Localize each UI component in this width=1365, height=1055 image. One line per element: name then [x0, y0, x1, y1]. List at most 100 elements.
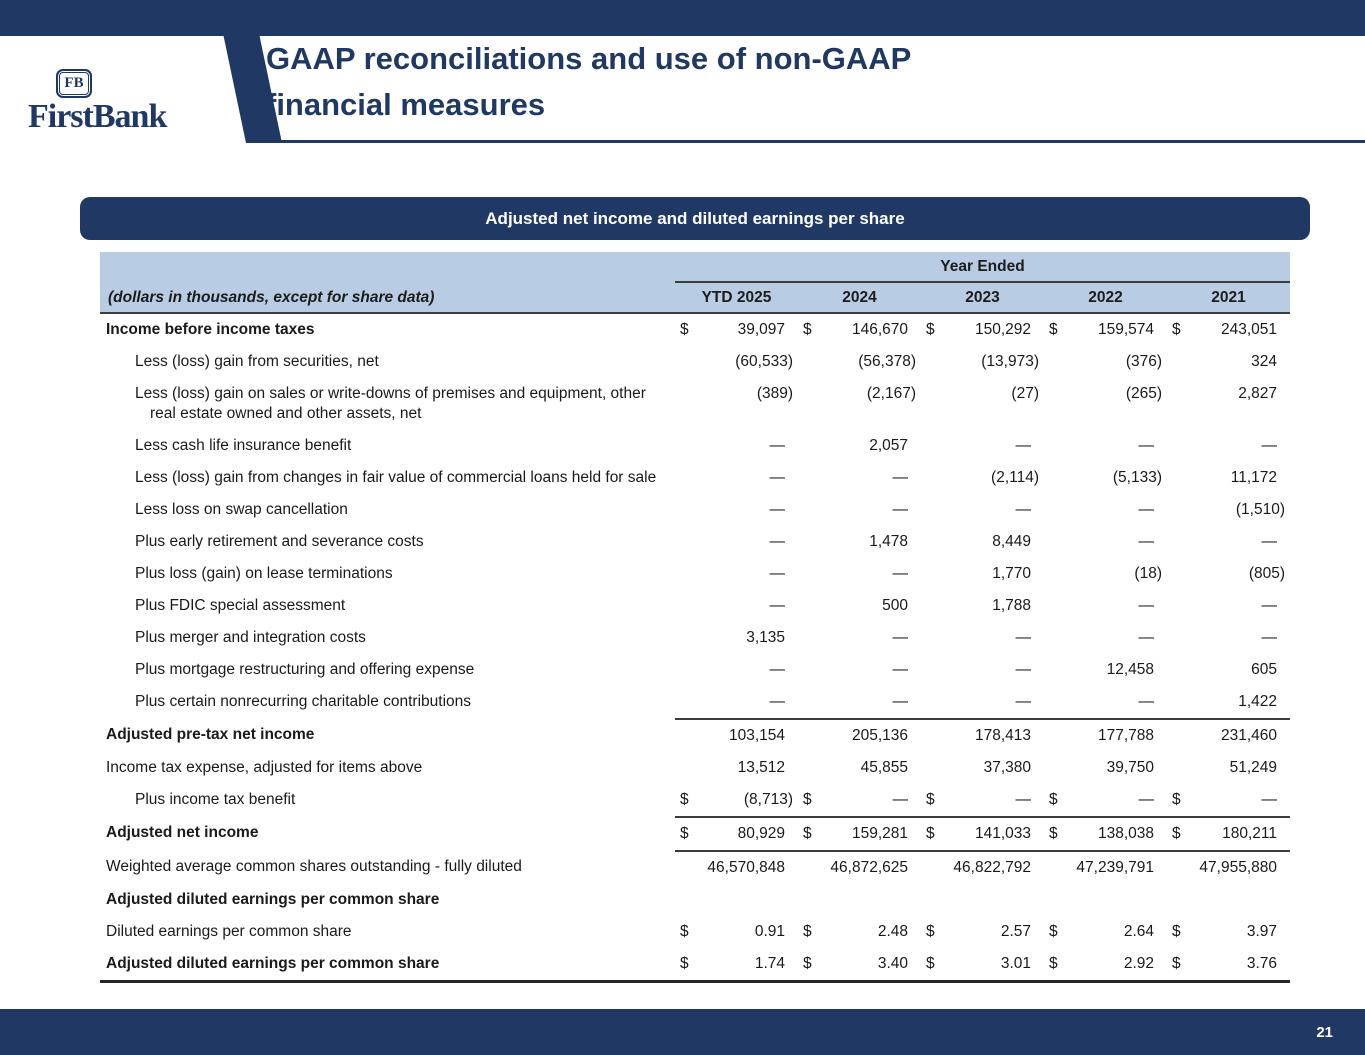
value-cell: — [1261, 437, 1278, 454]
table-row: Diluted earnings per common share $0.91 $2… [100, 916, 1290, 948]
dollar-sign-cell: $ [680, 955, 689, 972]
dollar-sign-cell: $ [1049, 923, 1058, 940]
dollar-sign-cell [798, 462, 824, 494]
row-label: Less cash life insurance benefit [135, 437, 352, 454]
row-label: Diluted earnings per common share [106, 923, 352, 940]
dollar-sign-cell [1044, 884, 1070, 916]
col-header-2024: 2024 [798, 282, 921, 314]
dollar-sign-cell [798, 378, 824, 430]
value-cell: — [892, 661, 909, 678]
value-cell: 141,033 [947, 816, 1044, 852]
value-cell: — [1138, 693, 1155, 710]
value-cell: — [1138, 501, 1155, 518]
table-row: Adjusted diluted earnings per common sha… [100, 884, 1290, 916]
value-cell [1193, 884, 1290, 916]
dollar-sign-cell [1167, 430, 1193, 462]
group-header-row: Year Ended [100, 252, 1290, 283]
row-label: Less loss on swap cancellation [135, 501, 348, 518]
dollar-sign-cell [675, 526, 701, 558]
value-cell: 47,955,880 [1199, 859, 1277, 876]
logo-wordmark: FirstBank [28, 98, 167, 135]
dollar-sign-cell [1167, 752, 1193, 784]
dollar-sign-cell: $ [1049, 955, 1058, 972]
row-label: Adjusted diluted earnings per common sha… [106, 955, 440, 972]
table-row: Weighted average common shares outstandi… [100, 851, 1290, 884]
dollar-sign-cell [921, 378, 947, 430]
dollar-sign-cell: $ [803, 923, 812, 940]
dollar-sign-cell: $ [1049, 791, 1058, 808]
value-cell: (60,533) [735, 353, 793, 370]
value-cell: — [892, 629, 909, 646]
value-cell: (265) [1125, 385, 1162, 402]
value-cell: 1.74 [754, 955, 785, 972]
value-cell: 3,135 [746, 629, 785, 646]
value-cell: — [892, 565, 909, 582]
dollar-sign-cell: $ [1167, 816, 1193, 852]
value-cell: 46,570,848 [707, 859, 785, 876]
value-cell: 324 [1251, 353, 1277, 370]
dollar-sign-cell [798, 346, 824, 378]
value-cell: — [1015, 661, 1032, 678]
dollar-sign-cell [921, 494, 947, 526]
value-cell: (13,973) [981, 353, 1039, 370]
value-cell: 12,458 [1106, 661, 1154, 678]
dollar-sign-cell [675, 378, 701, 430]
table-row: Plus income tax benefit $ (8,713) $ — $ — $ — $ — [100, 784, 1290, 817]
dollar-sign-cell: $ [803, 321, 812, 338]
value-cell [824, 884, 921, 916]
value-cell: 8,449 [992, 533, 1031, 550]
dollar-sign-cell [675, 462, 701, 494]
dollar-sign-cell [1167, 378, 1193, 430]
dollar-sign-cell [921, 590, 947, 622]
dollar-sign-cell [921, 462, 947, 494]
value-cell: — [1015, 437, 1032, 454]
value-cell: 146,670 [851, 321, 908, 338]
dollar-sign-cell: $ [675, 816, 701, 852]
row-label: Adjusted pre-tax net income [106, 726, 315, 743]
dollar-sign-cell: $ [921, 816, 947, 852]
value-cell: (389) [756, 385, 793, 402]
col-header-ytd-2025: YTD 2025 [675, 282, 798, 314]
dollar-sign-cell [675, 654, 701, 686]
dollar-sign-cell [1044, 558, 1070, 590]
value-cell: 46,872,625 [830, 859, 908, 876]
dollar-sign-cell [1167, 851, 1193, 884]
dollar-sign-cell: $ [680, 791, 689, 808]
dollar-sign-cell [675, 718, 701, 752]
value-cell: — [1138, 437, 1155, 454]
table-row: Income tax expense, adjusted for items a… [100, 752, 1290, 784]
dollar-sign-cell [798, 430, 824, 462]
dollar-sign-cell [675, 622, 701, 654]
value-cell: — [892, 469, 909, 486]
value-cell: — [892, 501, 909, 518]
value-cell: — [769, 565, 786, 582]
value-cell: (27) [1011, 385, 1039, 402]
dollar-sign-cell [1044, 378, 1070, 430]
table-row: Plus loss (gain) on lease terminations — —… [100, 558, 1290, 590]
table-row: Less (loss) gain from securities, net (60… [100, 346, 1290, 378]
value-cell: 177,788 [1070, 718, 1167, 752]
dollar-sign-cell [675, 686, 701, 719]
dollar-sign-cell [921, 558, 947, 590]
value-cell: 1,788 [992, 597, 1031, 614]
dollar-sign-cell [798, 590, 824, 622]
page-number: 21 [1316, 1023, 1333, 1041]
value-cell: 2.48 [877, 923, 908, 940]
table-row: Plus FDIC special assessment — 500 1,788 — — [100, 590, 1290, 622]
dollar-sign-cell [1167, 558, 1193, 590]
value-cell: — [892, 791, 909, 808]
value-cell: 13,512 [737, 759, 785, 776]
value-cell: (5,133) [1112, 469, 1162, 486]
value-cell: 180,211 [1193, 816, 1290, 852]
value-cell: 2,827 [1238, 385, 1277, 402]
value-cell: 3.01 [1000, 955, 1031, 972]
dollar-sign-cell [675, 558, 701, 590]
value-cell: — [1261, 629, 1278, 646]
value-cell: (8,713) [743, 791, 793, 808]
value-cell: — [1261, 791, 1278, 808]
value-cell: — [1138, 791, 1155, 808]
dollar-sign-cell [1044, 718, 1070, 752]
dollar-sign-cell [921, 622, 947, 654]
value-cell: — [769, 533, 786, 550]
table-row: Plus certain nonrecurring charitable con… [100, 686, 1290, 719]
